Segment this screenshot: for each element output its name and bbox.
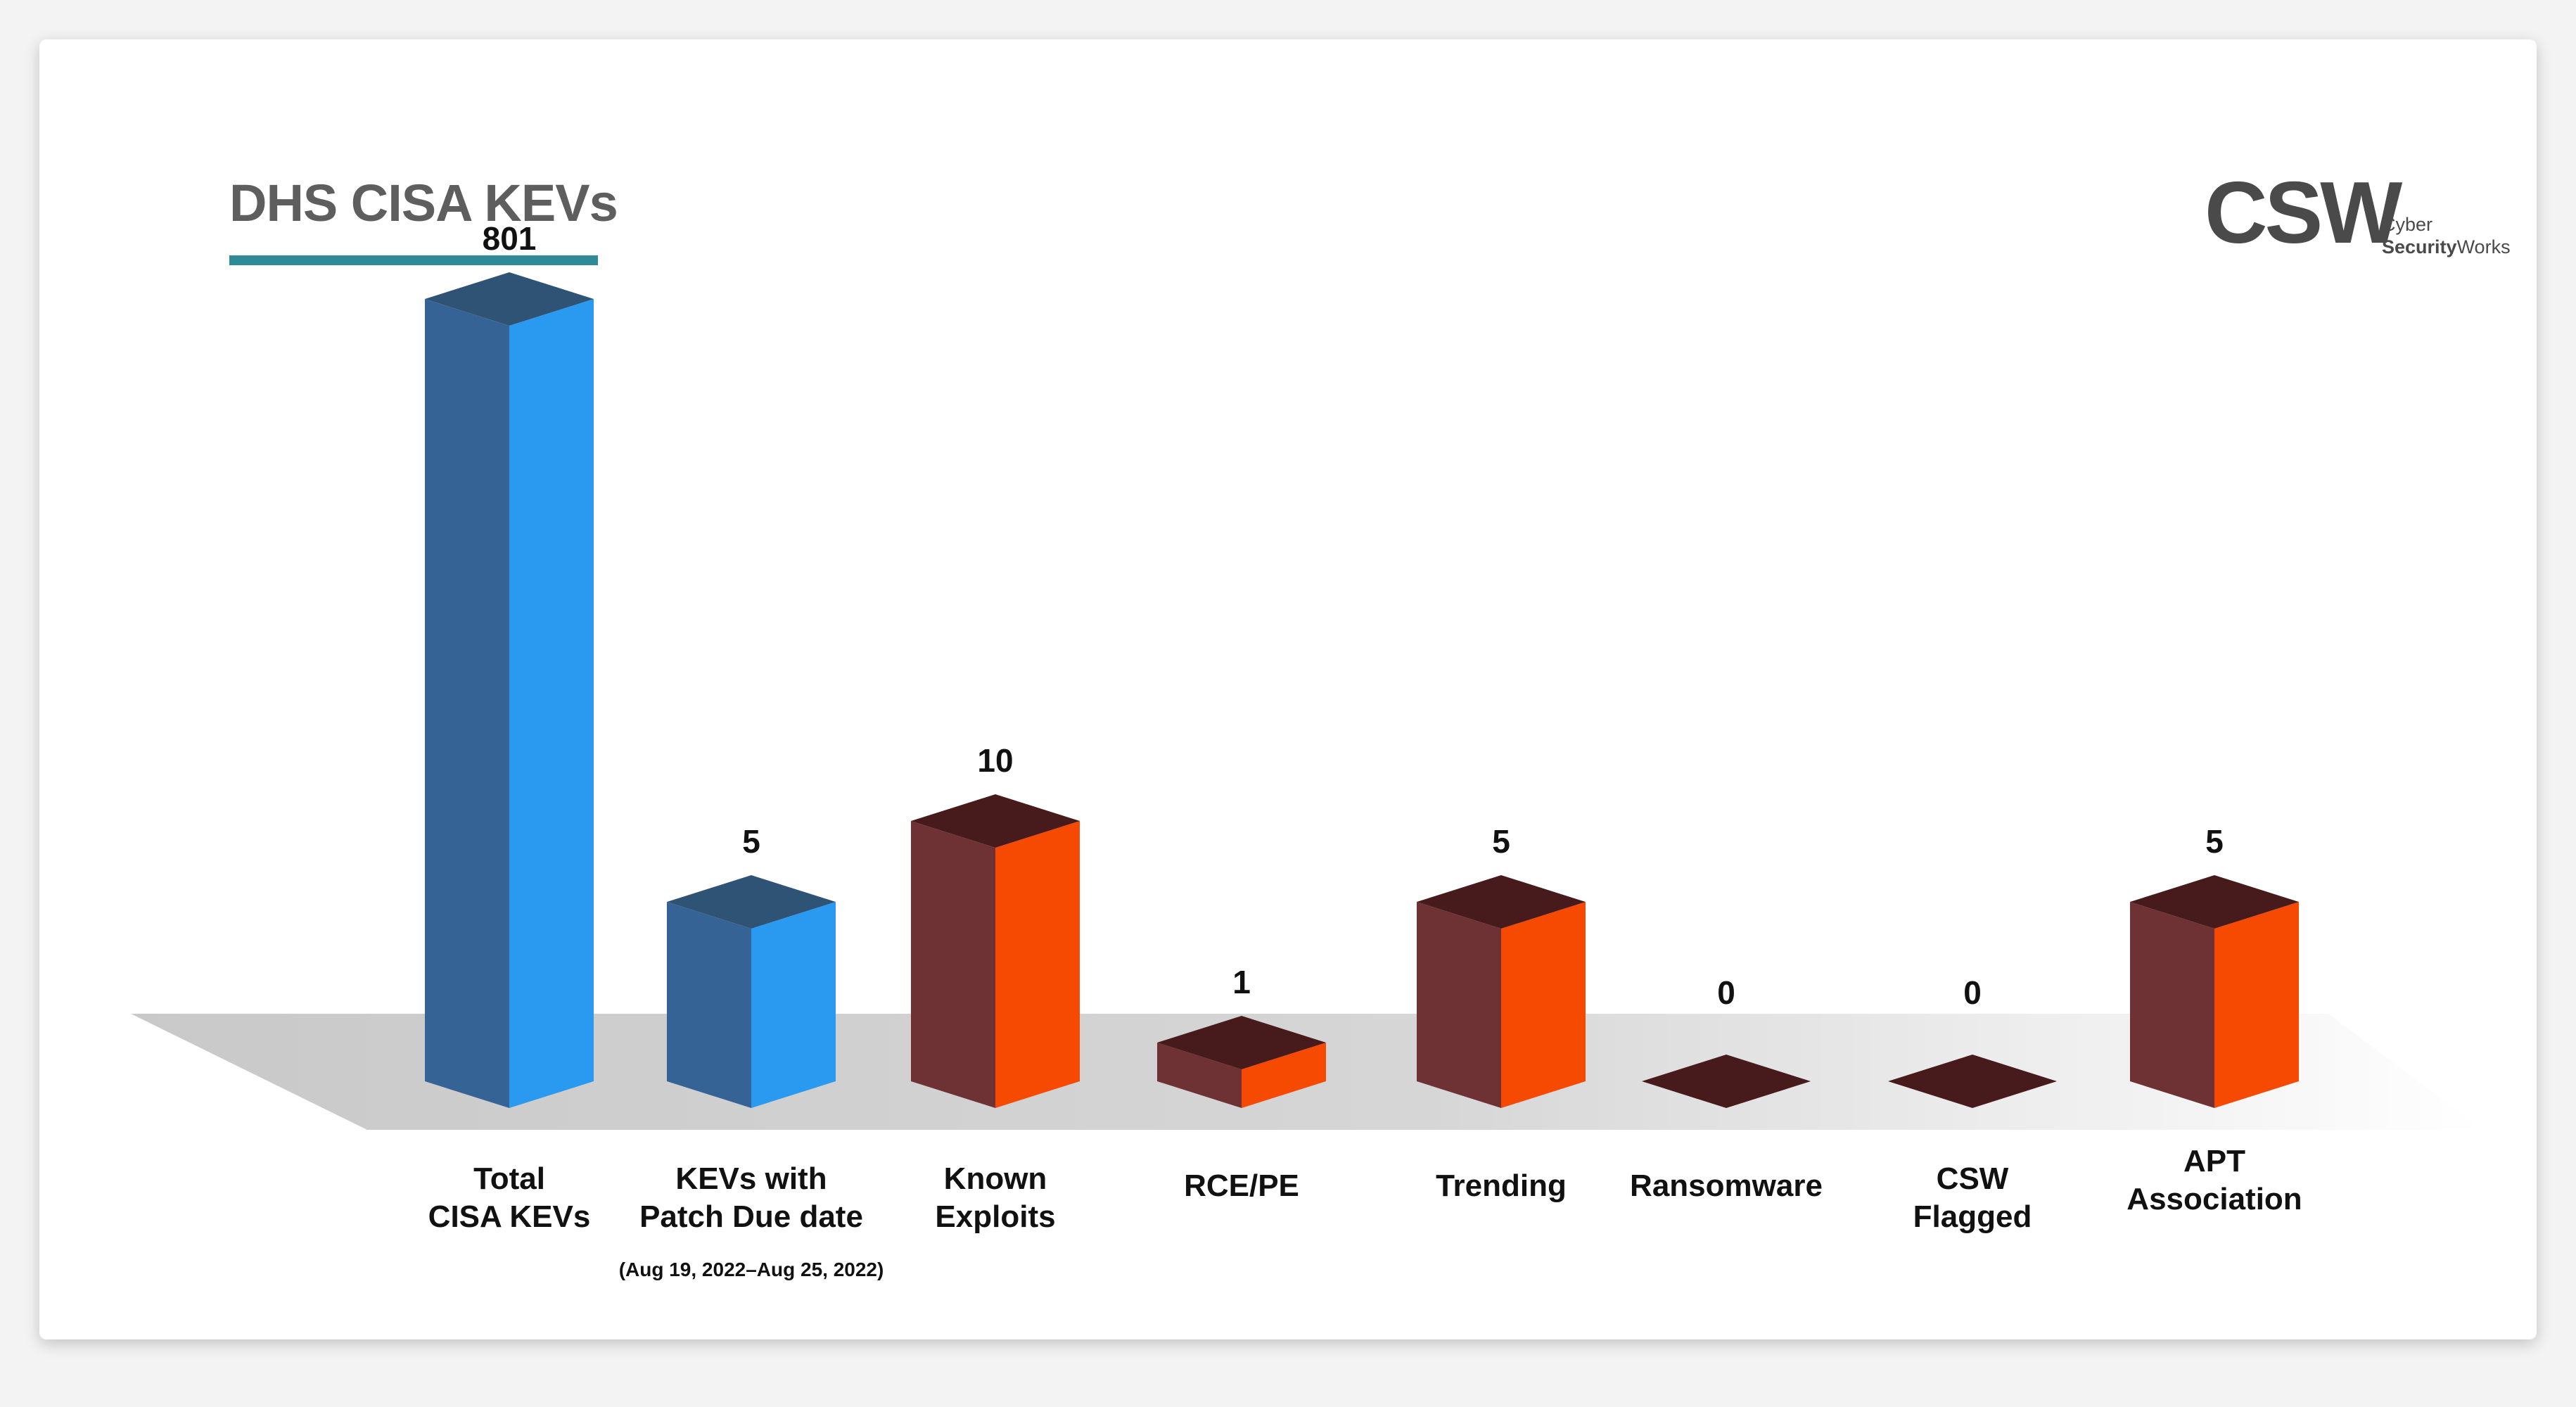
bar-left-face (425, 299, 509, 1108)
value-label: 10 (977, 742, 1013, 779)
bar-left-face (667, 902, 751, 1108)
bar-top-face (667, 875, 836, 929)
logo-mark: CSW (2205, 165, 2402, 262)
bar-right-face (751, 902, 836, 1108)
value-label: 0 (1963, 974, 1982, 1011)
bar-4 (1157, 1016, 1326, 1108)
category-label: Exploits (935, 1199, 1055, 1234)
bar-top-face (911, 794, 1080, 848)
bar-5 (1417, 875, 1586, 1108)
bar-top-face (1417, 875, 1586, 929)
value-label: 5 (742, 823, 760, 860)
bar-6 (1642, 1055, 1811, 1108)
value-label: 0 (1717, 974, 1735, 1011)
bar-2 (667, 875, 836, 1108)
logo-text-works: Works (2456, 236, 2511, 257)
bar-top-face (1888, 1055, 2057, 1108)
bar-8 (2130, 875, 2299, 1108)
bar-left-face (2130, 902, 2214, 1108)
logo-text-cyber: Cyber (2382, 214, 2433, 235)
bar-7 (1888, 1055, 2057, 1108)
category-label: Flagged (1913, 1199, 2032, 1234)
bar-right-face (1242, 1043, 1326, 1108)
category-label: Ransomware (1630, 1169, 1823, 1203)
title-underline (229, 255, 598, 265)
logo-text-security: Security (2382, 236, 2457, 257)
bar-3 (911, 794, 1080, 1108)
category-label: Trending (1436, 1169, 1567, 1203)
bar-top-face (425, 272, 594, 326)
value-label: 5 (2205, 823, 2224, 860)
category-label: Association (2127, 1182, 2302, 1216)
bar-right-face (509, 299, 594, 1108)
category-label: KEVs with (675, 1161, 827, 1196)
bar-left-face (1417, 902, 1501, 1108)
bar-top-face (1157, 1016, 1326, 1069)
category-label: CISA KEVs (428, 1199, 591, 1234)
logo-text-security-works: SecurityWorks (2382, 236, 2511, 258)
chart-title: DHS CISA KEVs (229, 174, 618, 232)
category-sublabel: (Aug 19, 2022–Aug 25, 2022) (619, 1259, 884, 1280)
csw-logo: CSW Cyber SecurityWorks (2205, 165, 2514, 262)
value-label: 801 (483, 220, 537, 257)
bar-left-face (911, 821, 995, 1108)
bar-top-face (2130, 875, 2299, 929)
category-label: Known (944, 1161, 1047, 1196)
value-label: 1 (1232, 964, 1251, 1000)
category-label: Total (473, 1161, 545, 1196)
bar-right-face (2214, 902, 2299, 1108)
bar-right-face (1501, 902, 1586, 1108)
value-label: 5 (1492, 823, 1510, 860)
bar-right-face (995, 821, 1080, 1108)
bar-1 (425, 272, 594, 1108)
bar-left-face (1157, 1043, 1242, 1108)
bar-top-face (1642, 1055, 1811, 1108)
category-label: Patch Due date (639, 1199, 863, 1234)
category-label: CSW (1937, 1161, 2009, 1196)
category-label: RCE/PE (1184, 1169, 1299, 1203)
category-label: APT (2183, 1144, 2245, 1178)
